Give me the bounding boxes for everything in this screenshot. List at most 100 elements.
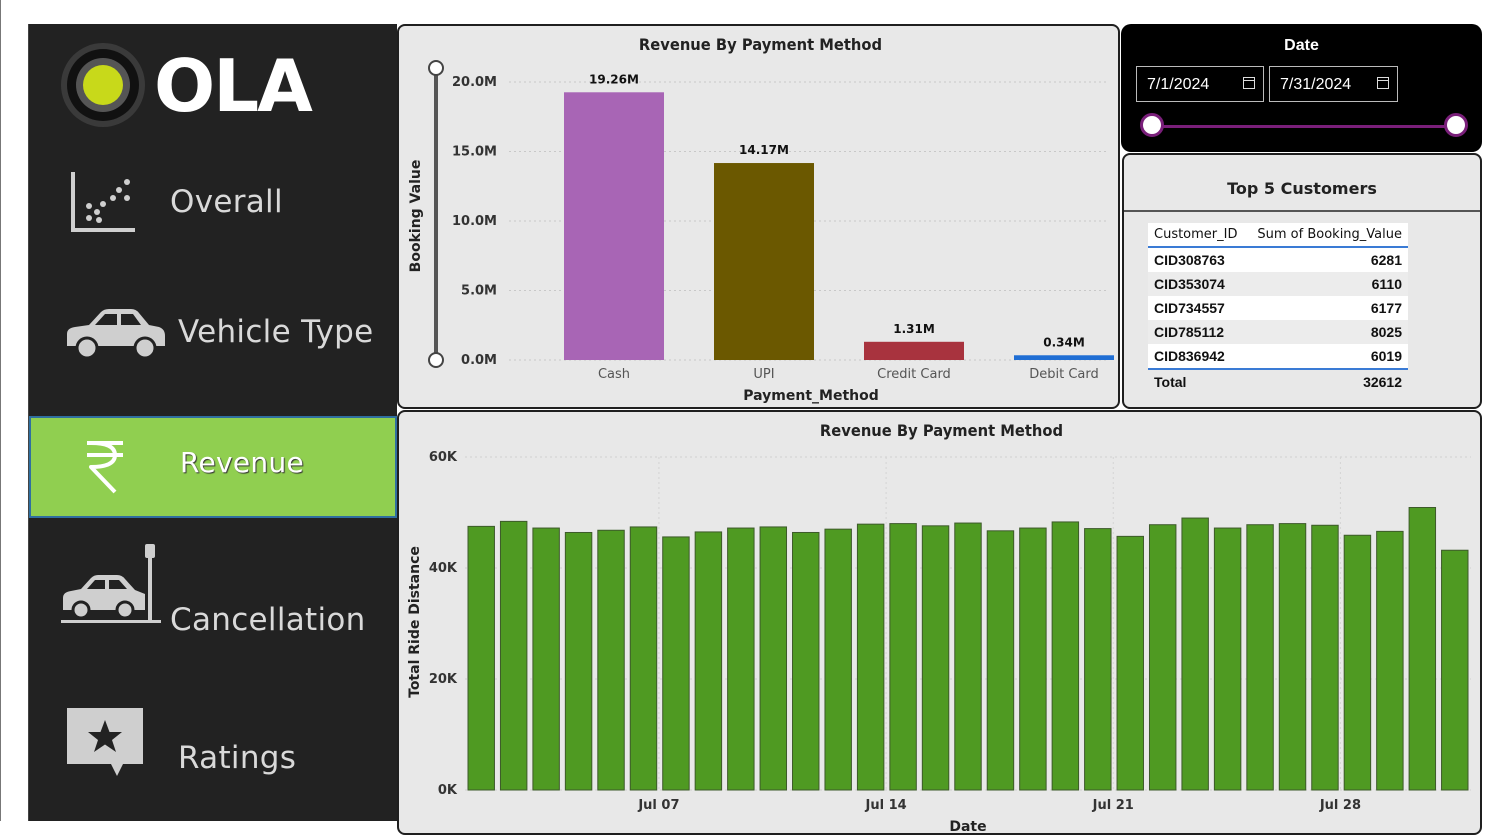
bar-day-2024-07-04	[564, 531, 593, 791]
bar-day-2024-07-11	[792, 531, 820, 791]
sidebar: OLA Overall Vehicle Type Revenue	[28, 24, 397, 821]
bar-credit-card	[864, 341, 964, 360]
bar-day-2024-07-06	[629, 526, 658, 791]
bar-upi	[714, 163, 814, 360]
y-tick-label: 20.0M	[452, 75, 497, 90]
nav-label-ratings: Ratings	[178, 740, 297, 776]
bar-day-2024-07-10	[759, 526, 788, 791]
car-icon	[67, 309, 165, 360]
customer-id-cell: CID353074	[1148, 272, 1247, 296]
x-axis-title: Payment_Method	[743, 388, 879, 404]
bar-day-2024-07-02	[499, 520, 528, 791]
table-row: CID308763 6281	[1148, 247, 1408, 272]
nav-revenue[interactable]: Revenue	[29, 416, 397, 518]
customer-id-cell: CID785112	[1148, 320, 1247, 344]
bar-day-2024-07-14	[889, 523, 917, 791]
star-speech-bubble-icon	[67, 708, 143, 776]
x-tick-label: Jul 28	[1319, 798, 1361, 813]
y-tick-label: 20K	[429, 672, 458, 687]
bar-day-2024-07-18	[1019, 527, 1047, 791]
bar-day-2024-07-16	[954, 522, 982, 791]
bar-day-2024-07-07	[662, 536, 690, 791]
column-header-booking-value[interactable]: Sum of Booking_Value	[1246, 223, 1408, 248]
nav-ratings[interactable]: Ratings	[29, 684, 397, 786]
bar-day-2024-07-09	[727, 527, 755, 791]
booking-value-cell: 8025	[1246, 320, 1408, 344]
date-slider-end-handle[interactable]	[1444, 113, 1468, 137]
end-date-value: 7/31/2024	[1280, 76, 1352, 93]
date-slider-start-handle[interactable]	[1140, 113, 1164, 137]
start-date-input[interactable]: 7/1/2024	[1136, 66, 1264, 102]
bar-day-2024-07-23	[1181, 517, 1209, 791]
scatter-chart-icon	[71, 172, 135, 232]
bar-day-2024-07-20	[1084, 528, 1112, 791]
booking-value-cell: 6019	[1246, 344, 1408, 369]
table-row: CID734557 6177	[1148, 296, 1408, 320]
nav-label-vehicle-type: Vehicle Type	[178, 314, 374, 350]
data-label: 1.31M	[893, 322, 935, 336]
nav-label-cancellation: Cancellation	[170, 602, 366, 638]
column-header-customer-id[interactable]: Customer_ID	[1148, 223, 1247, 248]
bar-day-2024-07-19	[1051, 521, 1080, 791]
payment-method-bar-chart: 0.0M 5.0M 10.0M 15.0M 20.0M 19.26M Cash 14.17M U…	[408, 60, 1114, 404]
table-total-row: Total 32612	[1148, 368, 1408, 394]
table-row: CID353074 6110	[1148, 272, 1408, 296]
date-range-slicer: Date 7/1/2024 7/31/2024	[1121, 24, 1482, 152]
y-tick-label: 40K	[429, 561, 458, 576]
bar-debit-card	[1014, 355, 1114, 360]
y-tick-label: 5.0M	[461, 284, 497, 299]
payment-method-chart-panel: Revenue By Payment Method 0.0M 5.0M 10.0M 1…	[397, 24, 1120, 409]
bar-day-2024-07-08	[694, 531, 723, 791]
start-date-value: 7/1/2024	[1147, 76, 1210, 93]
bar-day-2024-07-25	[1246, 524, 1274, 791]
y-axis-title: Booking Value	[408, 160, 424, 273]
y-tick-label: 0.0M	[461, 353, 497, 368]
y-range-slider-handle-top	[428, 60, 444, 76]
customer-id-cell: CID308763	[1148, 247, 1247, 272]
y-tick-label: 15.0M	[452, 145, 497, 160]
chart-title: Revenue By Payment Method	[819, 421, 1064, 440]
top-customers-table: Customer_ID Sum of Booking_Value CID3087…	[1148, 223, 1408, 394]
nav-overall[interactable]: Overall	[29, 152, 397, 254]
bar-day-2024-07-28	[1343, 534, 1372, 791]
bar-day-2024-07-24	[1213, 527, 1242, 791]
data-label: 14.17M	[739, 143, 789, 157]
booking-value-cell: 6281	[1246, 247, 1408, 272]
bar-day-2024-07-15	[921, 525, 950, 791]
x-tick-label: Jul 14	[865, 798, 907, 813]
bar-day-2024-07-21	[1116, 535, 1144, 791]
nav-cancellation[interactable]: Cancellation	[29, 544, 397, 646]
bar-day-2024-07-30	[1408, 507, 1437, 791]
total-value: 32612	[1246, 368, 1408, 394]
date-slider-track[interactable]	[1153, 125, 1457, 128]
data-label: 19.26M	[589, 72, 639, 86]
nav-vehicle-type[interactable]: Vehicle Type	[29, 282, 397, 384]
bar-day-2024-07-26	[1278, 523, 1307, 791]
ola-logo: OLA	[59, 40, 349, 132]
y-range-slider-handle-bottom	[428, 352, 444, 368]
total-label: Total	[1148, 368, 1247, 394]
nav-label-overall: Overall	[170, 184, 283, 220]
title-divider	[1124, 210, 1480, 212]
booking-value-cell: 6177	[1246, 296, 1408, 320]
bar-day-2024-07-13	[856, 523, 885, 791]
table-title: Top 5 Customers	[1227, 179, 1377, 198]
page-left-border	[0, 0, 1, 821]
rupee-icon	[87, 441, 123, 494]
car-crash-icon	[61, 544, 161, 623]
calendar-icon[interactable]	[1377, 77, 1389, 89]
top-customers-panel: Top 5 Customers Customer_ID Sum of Booki…	[1122, 153, 1482, 409]
date-slicer-title: Date	[1284, 37, 1319, 54]
x-tick-label: Cash	[598, 367, 630, 382]
booking-value-cell: 6110	[1246, 272, 1408, 296]
x-tick-label: Jul 07	[637, 798, 679, 813]
table-row: CID836942 6019	[1148, 344, 1408, 369]
customer-id-cell: CID734557	[1148, 296, 1247, 320]
bar-day-2024-07-05	[597, 529, 625, 791]
y-axis-title: Total Ride Distance	[407, 546, 423, 698]
nav-label-revenue: Revenue	[180, 446, 305, 479]
end-date-input[interactable]: 7/31/2024	[1269, 66, 1398, 102]
calendar-icon[interactable]	[1243, 77, 1255, 89]
x-tick-label: Debit Card	[1029, 367, 1099, 382]
x-axis-title: Date	[949, 819, 986, 833]
